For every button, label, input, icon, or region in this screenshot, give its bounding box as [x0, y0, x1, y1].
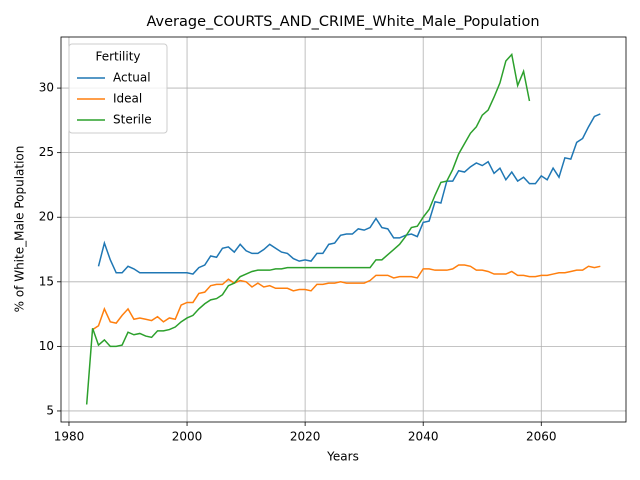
legend-label: Actual — [113, 71, 151, 85]
legend-title: Fertility — [95, 50, 140, 64]
legend-label: Ideal — [113, 92, 142, 106]
x-tick-label: 2040 — [408, 430, 439, 444]
x-axis-label: Years — [326, 450, 359, 464]
x-tick-label: 2020 — [290, 430, 321, 444]
chart-title: Average_COURTS_AND_CRIME_White_Male_Popu… — [146, 14, 539, 30]
y-axis-label: % of White_Male Population — [13, 146, 27, 313]
series-line — [92, 264, 601, 331]
y-tick-label: 20 — [39, 210, 54, 224]
y-tick-label: 15 — [39, 274, 54, 288]
series-line — [85, 52, 531, 405]
legend-label: Sterile — [113, 113, 152, 127]
x-tick-label: 2060 — [526, 430, 557, 444]
y-tick-label: 10 — [39, 339, 54, 353]
y-tick-label: 30 — [39, 81, 54, 95]
legend-box — [68, 43, 168, 134]
x-tick-label: 2000 — [172, 430, 203, 444]
y-tick-label: 25 — [39, 145, 54, 159]
y-tick-label: 5 — [46, 403, 54, 417]
x-tick-label: 1980 — [54, 430, 85, 444]
series-line — [97, 113, 601, 275]
plot-frame — [60, 36, 627, 423]
